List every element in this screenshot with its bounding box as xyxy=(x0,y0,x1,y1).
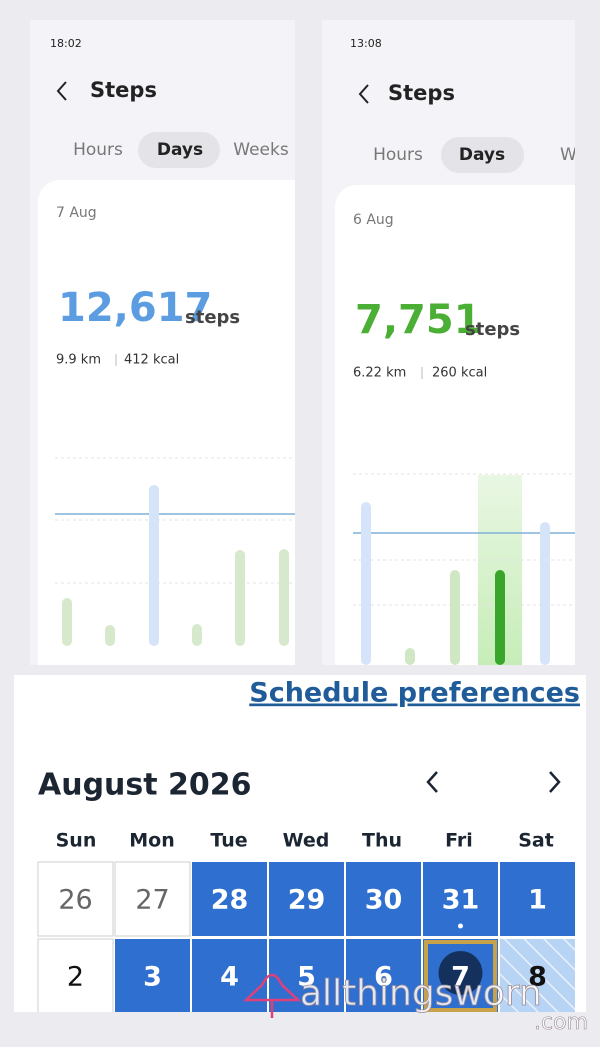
screen-title: Steps xyxy=(90,78,157,102)
bar xyxy=(149,485,159,646)
next-month[interactable] xyxy=(549,771,561,793)
tab-pill xyxy=(441,137,524,173)
weekday: Sun xyxy=(56,830,97,852)
tab[interactable]: Hours xyxy=(373,145,423,165)
date: 7 Aug xyxy=(56,205,97,221)
status-time: 13:08 xyxy=(350,37,382,50)
step-count: 7,751 xyxy=(355,297,482,343)
energy: 412 kcal xyxy=(124,353,179,368)
bar xyxy=(361,502,371,665)
month-title: August 2026 xyxy=(38,768,252,803)
card xyxy=(38,180,295,665)
watermark-icon xyxy=(242,973,302,1018)
back-button[interactable] xyxy=(358,84,369,104)
day-cell[interactable] xyxy=(37,861,114,937)
bar xyxy=(279,549,289,646)
bar xyxy=(450,570,460,665)
distance: 6.22 km xyxy=(353,366,406,381)
tab-pill xyxy=(138,132,220,168)
day-number: 7 xyxy=(451,962,470,993)
tab[interactable]: Days xyxy=(157,140,203,160)
day-cell[interactable] xyxy=(500,939,575,1013)
day-cell[interactable] xyxy=(115,939,190,1013)
bar xyxy=(495,570,505,665)
status-time: 18:02 xyxy=(50,37,82,50)
calendar-panel: Schedule preferences August 2026 Sun Mon T… xyxy=(14,675,586,1013)
step-unit: steps xyxy=(185,307,240,328)
weekday: Tue xyxy=(210,830,247,852)
tab[interactable]: Days xyxy=(459,145,505,165)
selected-outline xyxy=(424,940,497,1012)
bar xyxy=(192,624,202,646)
day-cell[interactable] xyxy=(192,862,267,936)
weekday: Thu xyxy=(362,830,402,852)
day-cell[interactable] xyxy=(114,861,191,937)
tab[interactable]: Hours xyxy=(73,140,123,160)
day-number: 8 xyxy=(528,962,547,993)
day-number: 3 xyxy=(143,962,162,993)
day-number: 2 xyxy=(67,962,84,993)
day-number: 31 xyxy=(442,885,480,916)
day-cell[interactable] xyxy=(37,938,114,1013)
card xyxy=(335,185,575,665)
day-number: 4 xyxy=(220,962,239,993)
back-button[interactable] xyxy=(56,81,67,101)
bar xyxy=(405,648,415,665)
screen-title: Steps xyxy=(388,81,455,105)
day-number: 29 xyxy=(288,885,326,916)
phone-screen: 18:02 Steps Hours Days Weeks 7 Aug 12,617steps… xyxy=(30,20,295,665)
day-number: 27 xyxy=(135,885,169,916)
day-number: 26 xyxy=(58,885,92,916)
day-number: 28 xyxy=(211,885,249,916)
step-count: 12,617 xyxy=(58,285,212,331)
bar xyxy=(540,522,550,665)
day-number: 1 xyxy=(528,885,547,916)
day-cell[interactable] xyxy=(346,939,421,1013)
bar xyxy=(235,550,245,646)
date: 6 Aug xyxy=(353,212,394,228)
event-dot xyxy=(458,923,463,929)
weekday: Mon xyxy=(129,830,175,852)
selected-dot xyxy=(438,951,483,995)
energy: 260 kcal xyxy=(432,366,487,381)
watermark-domain: .com xyxy=(534,1010,588,1035)
tab[interactable]: Weeks xyxy=(560,145,600,165)
day-cell[interactable] xyxy=(346,862,421,936)
calendar-grid: 26 27 28 29 30 31 1 2 3 4 5 6 7 8 xyxy=(37,861,575,1013)
weekday: Sat xyxy=(518,830,554,852)
bar xyxy=(62,598,72,646)
day-number: 30 xyxy=(365,885,403,916)
bar xyxy=(105,625,115,646)
weekday: Fri xyxy=(445,830,473,852)
schedule-link[interactable]: Schedule preferences xyxy=(249,678,580,709)
day-number: 6 xyxy=(374,962,393,993)
day-number: 5 xyxy=(297,962,316,993)
step-unit: steps xyxy=(465,319,520,340)
weekday: Wed xyxy=(283,830,330,852)
distance: 9.9 km xyxy=(56,353,101,368)
tab[interactable]: Weeks xyxy=(233,140,289,160)
day-cell[interactable] xyxy=(269,862,344,936)
day-cell[interactable] xyxy=(500,862,575,936)
prev-month[interactable] xyxy=(426,771,438,793)
watermark: allthingsworn xyxy=(300,973,542,1014)
